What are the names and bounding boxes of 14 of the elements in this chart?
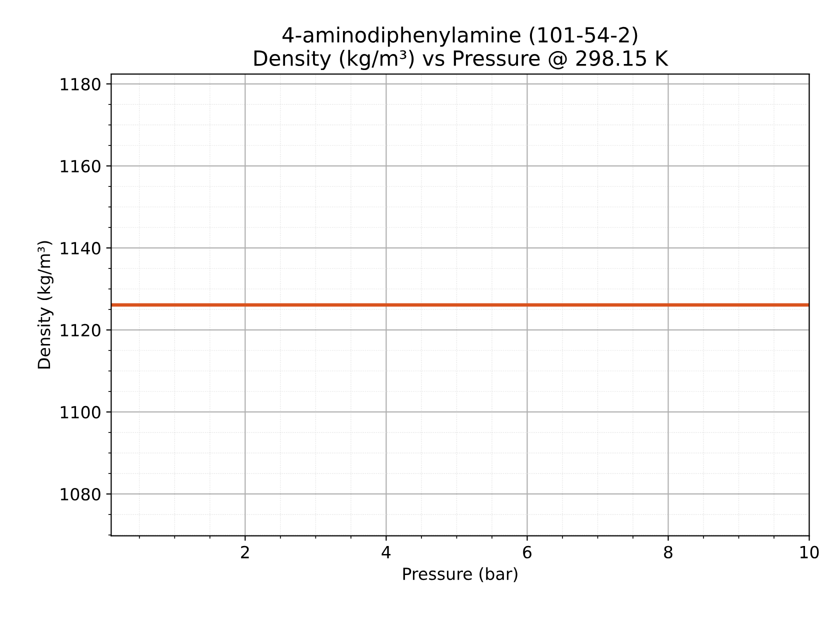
- y-tick-label: 1160: [60, 160, 100, 172]
- y-tick-label: 1080: [60, 488, 100, 501]
- x-tick-label: 10: [800, 546, 819, 558]
- x-tick-label: 8: [664, 546, 672, 558]
- y-tick-label: 1180: [60, 78, 100, 90]
- x-tick-label: 4: [382, 546, 391, 558]
- y-tick-label: 1100: [60, 406, 100, 419]
- y-tick-label: 1120: [60, 324, 100, 337]
- y-axis-title: Density (kg/m³): [37, 241, 54, 369]
- x-tick-label: 6: [523, 546, 532, 558]
- x-axis-title: Pressure (bar): [403, 567, 518, 582]
- chart-title: 4-aminodiphenylamine (101-54-2) Density (kg/m³) vs Pressure @ 298.15 K: [254, 26, 668, 70]
- x-tick-label: 2: [241, 546, 249, 558]
- y-tick-label: 1140: [60, 242, 100, 254]
